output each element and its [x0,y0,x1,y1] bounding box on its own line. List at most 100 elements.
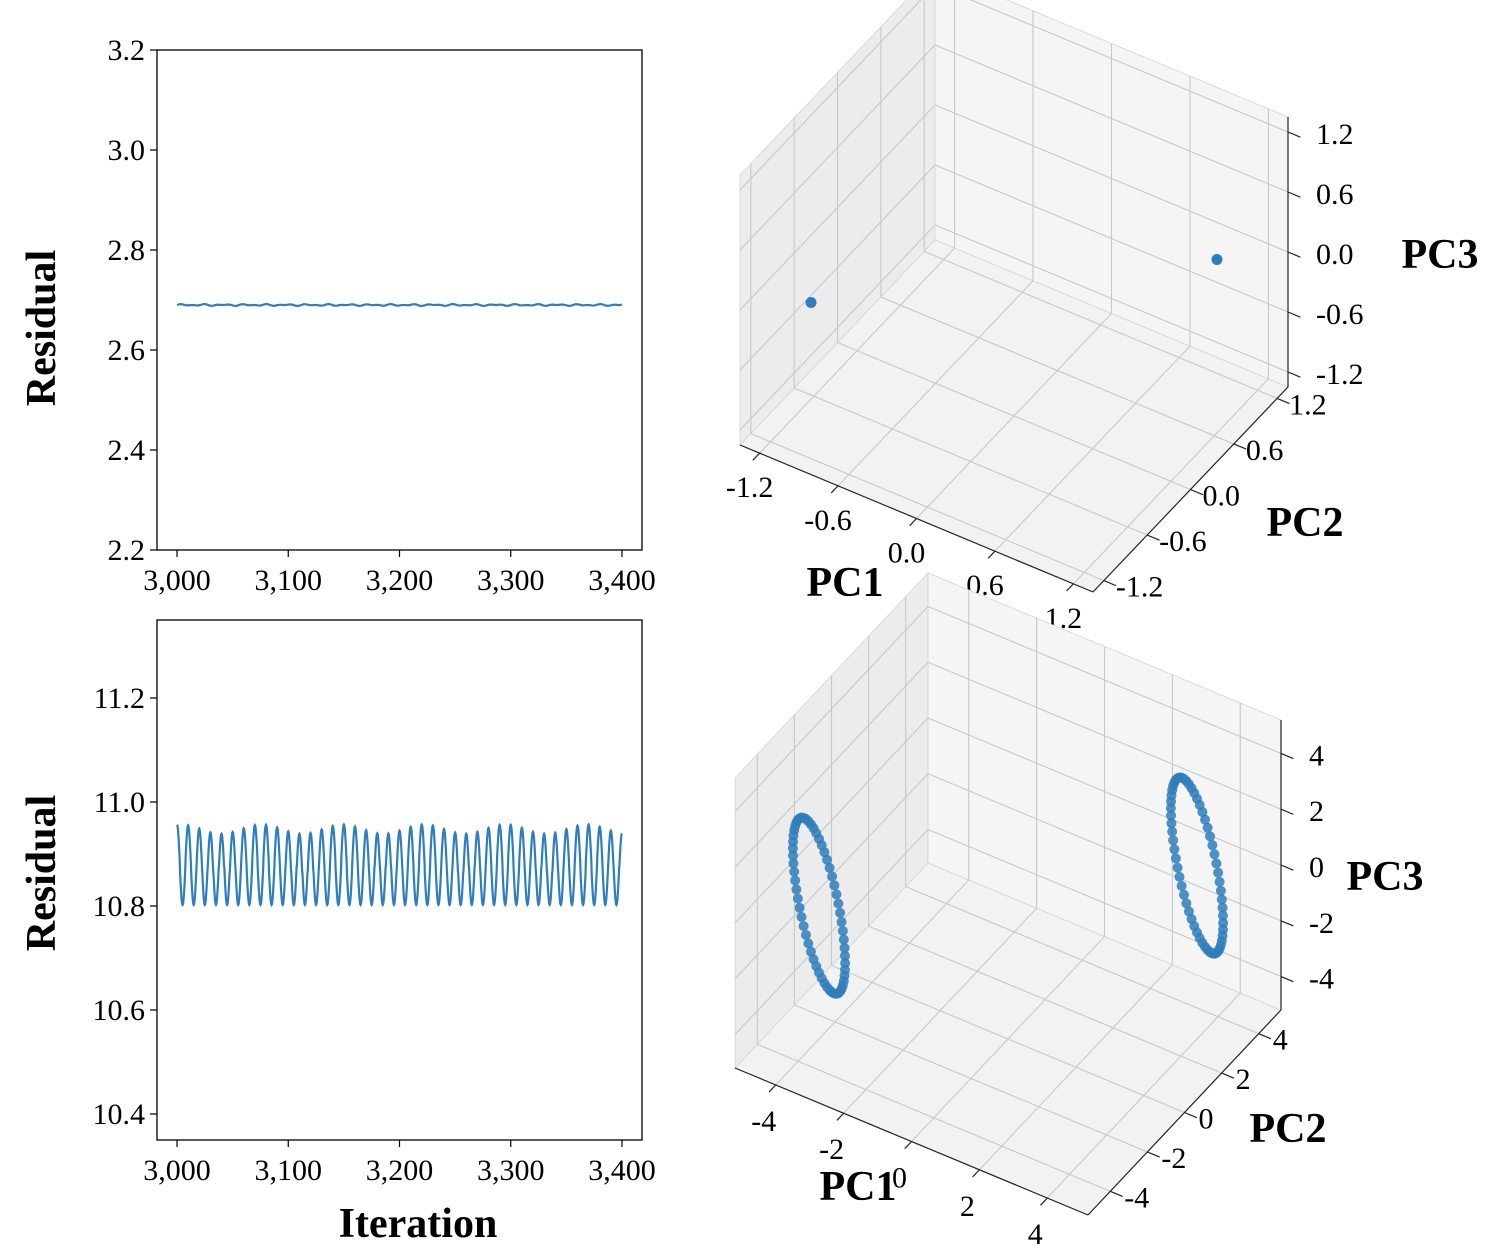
y-tick-mark [1276,397,1290,405]
grid-line [739,104,936,311]
x-tick-mark [752,452,761,461]
data-point [1205,831,1216,842]
data-point [803,938,814,949]
data-point [1170,853,1181,864]
y-axis-label: PC2 [1267,500,1344,546]
residual-series-line [176,302,623,308]
x-tick-mark [972,1169,980,1178]
x-tick-label: 3,400 [588,1154,656,1187]
z-tick-label: 0 [1309,851,1324,884]
z-tick-mark [1287,371,1301,378]
data-point [1213,867,1224,878]
z-tick-label: -1.2 [1316,358,1364,391]
data-point [1169,844,1180,855]
data-point [833,898,844,909]
z-tick-label: -0.6 [1316,298,1364,331]
x-axis-label: PC1 [807,560,884,606]
y-tick-mark [1103,580,1117,587]
ring-series [1165,772,1229,959]
x-tick-label: 3,100 [255,1154,323,1187]
x-tick-label: -2 [819,1133,844,1166]
y-tick-mark [1190,488,1204,496]
panel-top-right-3d-scatter: -1.2-1.2-1.2-0.6-0.6-0.60.00.00.00.60.60… [726,0,1479,635]
x-tick-mark [830,485,839,494]
grid-line [868,925,1222,1074]
z-tick-label: 0.0 [1316,238,1354,271]
data-point [835,907,846,918]
x-tick-label: 3,400 [588,564,656,597]
data-point [790,875,801,886]
x-tick-mark [1040,1197,1048,1206]
y-tick-label: 2.6 [108,334,146,367]
y-tick-mark [1146,534,1160,541]
x-tick-label: 3,200 [366,564,434,597]
data-point [1166,818,1177,829]
data-point [839,950,850,961]
z-tick-mark [1280,752,1294,760]
y-tick-mark [1184,1111,1198,1119]
data-point [837,925,848,936]
x-tick-mark [768,1084,777,1093]
data-point [1217,924,1228,935]
grid-line [927,605,1282,754]
data-point [1215,885,1226,896]
z-tick-label: -2 [1309,907,1334,940]
x-tick-label: 4 [1028,1218,1043,1251]
z-tick-mark [1287,131,1301,138]
z-tick-mark [1280,975,1294,983]
grid-line [739,44,936,251]
grid-line [734,606,929,812]
x-tick-label: 0 [892,1162,907,1195]
data-point [1217,902,1228,913]
grid-line [994,345,1191,552]
x-tick-label: -0.6 [804,504,852,537]
y-tick-label: 4 [1273,1024,1288,1057]
z-tick-label: 2 [1309,795,1324,828]
y-tick-label: 10.6 [93,994,146,1027]
data-point [800,929,811,940]
y-tick-mark [1221,1072,1235,1079]
data-point [1214,876,1225,887]
data-point [1168,835,1179,846]
grid-line [927,717,1282,866]
grid-line [880,296,1235,445]
y-tick-label: -0.6 [1159,525,1207,558]
panel-bottom-left-residual: 3,000 3,100 3,200 3,300 3,400 10.4 10.6 10.8 11… [19,619,656,1247]
z-axis-label: PC3 [1347,854,1424,900]
data-point [829,880,840,891]
data-point [824,862,835,873]
data-point [831,889,842,900]
y-tick-label: 10.8 [93,890,146,923]
data-point [1211,254,1223,266]
y-tick-label: 2 [1236,1063,1251,1096]
grid-line [923,250,1278,399]
x-tick-label: 3,000 [143,564,211,597]
x-axis-label: PC1 [820,1164,897,1210]
data-point [792,893,803,904]
y-tick-label: 11.0 [94,786,145,819]
grid-line [734,661,929,868]
data-point [805,296,817,308]
data-point [1181,898,1192,909]
grid-line [934,104,1289,253]
data-point [791,884,802,895]
x-tick-mark [836,1112,845,1121]
residual-series-line [176,822,623,908]
z-tick-mark [1280,864,1294,871]
data-point [836,916,847,927]
data-point [788,858,799,869]
x-tick-label: 3,200 [366,1154,434,1187]
z-tick-label: 1.2 [1316,118,1354,151]
grid-line [837,341,1191,491]
y-tick-label: 1.2 [1289,388,1327,421]
z-tick-mark [1280,920,1294,927]
y-tick-label: 2.4 [108,434,146,467]
y-tick-label: 11.2 [94,682,145,715]
x-tick-label: 3,300 [477,1154,545,1187]
grid-line [927,661,1282,810]
grid-line [1046,992,1241,1199]
grid-line [934,44,1289,193]
data-point [789,866,800,877]
data-point [838,934,849,945]
